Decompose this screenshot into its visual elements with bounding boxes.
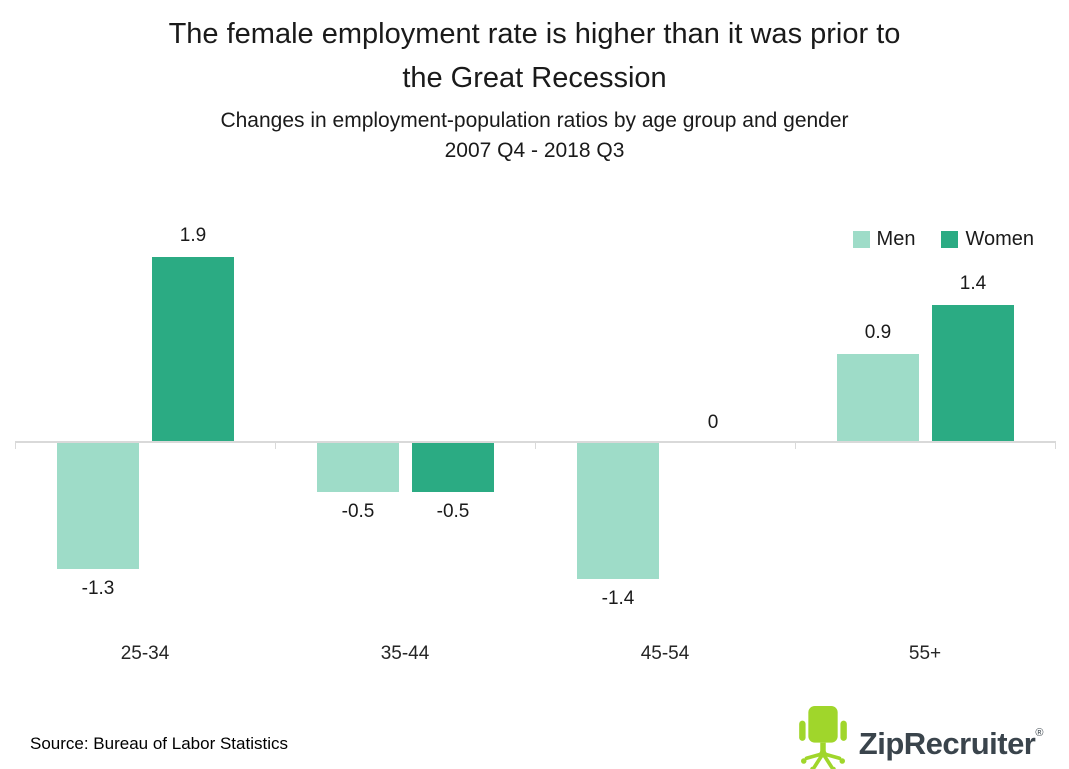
value-label-men-45-54: -1.4: [601, 588, 635, 609]
value-label-men-35-44: -0.5: [341, 501, 375, 522]
chart-title-line-1: The female employment rate is higher tha…: [168, 18, 901, 50]
x-axis-tick: [275, 441, 276, 449]
value-label-women-45-54: 0: [707, 412, 719, 433]
x-axis-tick: [795, 441, 796, 449]
value-label-women-25-34: 1.9: [179, 225, 207, 246]
chart-subtitle: Changes in employment-population ratios …: [0, 106, 1069, 166]
ziprecruiter-wordmark: ZipRecruiter®: [858, 700, 1044, 769]
ziprecruiter-logo: ZipRecruiter®: [792, 700, 1043, 769]
category-label-55+: 55+: [908, 643, 942, 664]
value-label-men-55+: 0.9: [864, 322, 892, 343]
bar-men-35-44: [317, 443, 399, 492]
bar-men-25-34: [57, 443, 139, 569]
value-label-women-35-44: -0.5: [436, 501, 470, 522]
ziprecruiter-chair-icon: [798, 705, 847, 769]
value-label-women-55+: 1.4: [959, 273, 987, 294]
registered-trademark-symbol: ®: [1035, 727, 1043, 739]
legend-label-men: Men: [876, 228, 916, 250]
source-attribution: Source: Bureau of Labor Statistics: [30, 734, 288, 753]
category-label-35-44: 35-44: [380, 643, 430, 664]
legend-swatch-women: [941, 230, 959, 248]
value-label-men-25-34: -1.3: [81, 578, 115, 599]
legend-item-women: Women: [941, 227, 1034, 251]
chart-subtitle-line-2: 2007 Q4 - 2018 Q3: [444, 139, 625, 162]
category-label-45-54: 45-54: [640, 643, 690, 664]
legend-item-men: Men: [852, 227, 916, 251]
legend-label-women: Women: [965, 228, 1034, 250]
chart-subtitle-line-1: Changes in employment-population ratios …: [220, 109, 849, 132]
category-label-25-34: 25-34: [120, 643, 170, 664]
x-axis-tick: [1055, 441, 1056, 449]
chart-header: The female employment rate is higher tha…: [0, 12, 1069, 166]
bar-women-55+: [932, 305, 1014, 441]
legend-swatch-men: [852, 230, 870, 248]
x-axis-tick: [15, 441, 16, 449]
x-axis-tick: [535, 441, 536, 449]
bar-men-55+: [837, 354, 919, 441]
chart-title-line-2: the Great Recession: [402, 62, 667, 94]
bar-women-35-44: [412, 443, 494, 492]
ziprecruiter-wordmark-text: ZipRecruiter: [858, 726, 1036, 761]
bar-women-25-34: [152, 257, 234, 441]
legend: Men Women: [852, 227, 1034, 251]
bar-men-45-54: [577, 443, 659, 579]
